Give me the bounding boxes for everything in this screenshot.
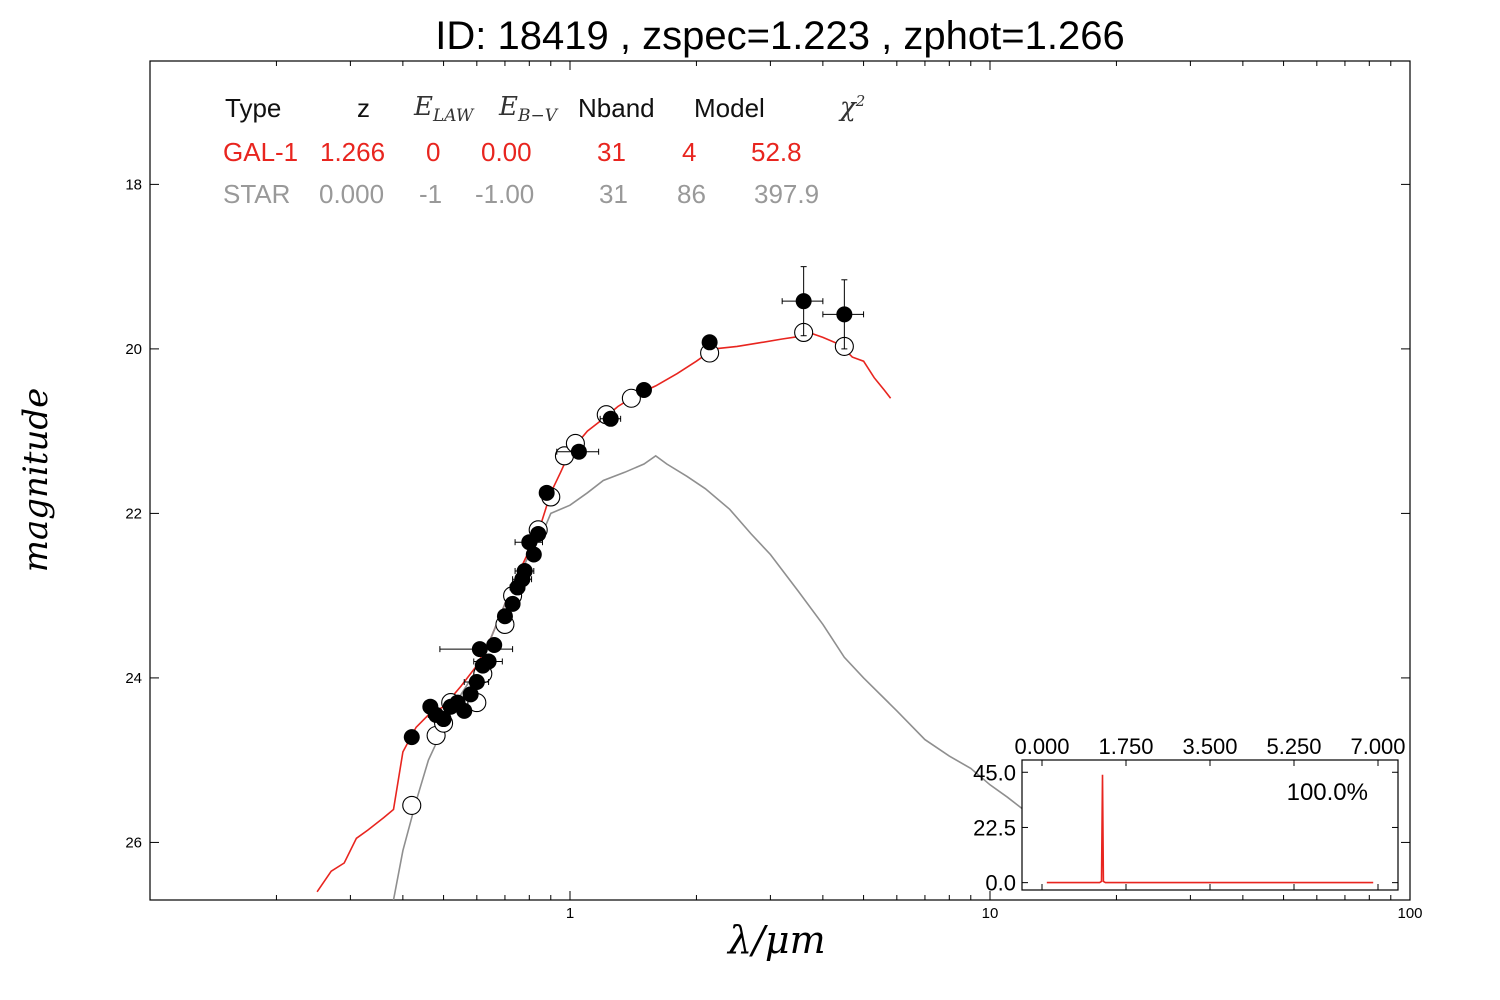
observed-flux-point xyxy=(504,595,521,612)
gal-row-z: 1.266 xyxy=(320,137,386,167)
observed-flux-point xyxy=(496,608,513,625)
observed-flux-point xyxy=(538,484,555,501)
observed-flux-point xyxy=(468,674,485,691)
star-row-chi2: 397.9 xyxy=(754,179,820,209)
inset-frame xyxy=(1021,759,1399,891)
chart-title: ID: 18419 , zspec=1.223 , zphot=1.266 xyxy=(435,14,1125,58)
x-tick-label: 10 xyxy=(982,905,999,922)
inset-probability-label: 100.0% xyxy=(1287,779,1368,806)
table-header-type: Type xyxy=(225,93,282,123)
star-row-elaw: -1 xyxy=(419,179,443,209)
y-tick-label: 20 xyxy=(125,341,142,358)
star-row-type: STAR xyxy=(223,179,291,209)
y-tick-label: 24 xyxy=(125,670,142,687)
inset-x-tick-label: 7.000 xyxy=(1350,734,1405,759)
observed-flux-point xyxy=(435,711,452,728)
gal-row-elaw: 0 xyxy=(426,137,441,167)
y-tick-label: 26 xyxy=(125,834,142,851)
inset-x-tick-label: 5.250 xyxy=(1266,734,1321,759)
main-axis-ticks: 1 10 100 18 20 22 24 26 xyxy=(125,61,1423,922)
observed-flux-point xyxy=(456,702,473,719)
gal-row-chi2: 52.8 xyxy=(751,137,802,167)
observed-flux-point xyxy=(836,306,853,323)
observed-flux-point xyxy=(635,382,652,399)
star-row-ebv: -1.00 xyxy=(475,179,535,209)
observed-flux-point xyxy=(570,443,587,460)
data-points xyxy=(402,266,865,815)
table-header-model: Model xyxy=(694,93,765,123)
inset-pdf-curve xyxy=(1046,774,1374,884)
observed-flux-point xyxy=(602,410,619,427)
table-header-nband: Nband xyxy=(578,93,655,123)
table-header-elaw: ELAW xyxy=(414,92,474,127)
gal-row-ebv: 0.00 xyxy=(481,137,532,167)
gal-row-model: 4 xyxy=(682,137,697,167)
x-tick-label: 1 xyxy=(566,905,574,922)
observed-flux-point xyxy=(486,637,503,654)
photo-z-pdf-inset: 0.000 1.750 3.500 5.250 7.000 0.0 22.5 45.0 100.… xyxy=(973,734,1405,896)
observed-flux-point xyxy=(480,653,497,670)
table-header-chi2: χ2 xyxy=(840,92,866,123)
inset-y-tick-label: 45.0 xyxy=(973,760,1016,785)
inset-x-tick-label: 0.000 xyxy=(1014,734,1069,759)
main-plot-frame xyxy=(149,60,1411,901)
model-flux-point xyxy=(402,795,422,815)
observed-flux-point xyxy=(403,729,420,746)
y-tick-label: 22 xyxy=(125,505,142,522)
observed-flux-point xyxy=(530,525,547,542)
model-curves xyxy=(316,331,1046,900)
x-tick-label: 100 xyxy=(1397,905,1422,922)
observed-flux-point xyxy=(471,641,488,658)
table-header-z: z xyxy=(357,93,370,123)
star-row-nband: 31 xyxy=(599,179,628,209)
observed-flux-point xyxy=(516,562,533,579)
star-row-z: 0.000 xyxy=(319,179,385,209)
inset-y-tick-label: 0.0 xyxy=(985,871,1016,896)
y-tick-label: 18 xyxy=(125,176,142,193)
model-flux-point xyxy=(621,388,641,408)
inset-x-tick-label: 1.750 xyxy=(1098,734,1153,759)
gal-row-type: GAL-1 xyxy=(223,137,299,167)
y-axis-label: magnitude xyxy=(16,387,56,573)
star-row-model: 86 xyxy=(677,179,706,209)
observed-flux-point xyxy=(525,546,542,563)
inset-x-tick-label: 3.500 xyxy=(1182,734,1237,759)
observed-flux-point xyxy=(462,686,479,703)
gal-row-nband: 31 xyxy=(597,137,626,167)
x-axis-label: λ/μm xyxy=(728,918,826,962)
observed-flux-point xyxy=(701,334,718,351)
table-header-ebv: EB−V xyxy=(499,92,557,127)
inset-y-tick-label: 22.5 xyxy=(973,815,1016,840)
observed-flux-point xyxy=(795,293,812,310)
